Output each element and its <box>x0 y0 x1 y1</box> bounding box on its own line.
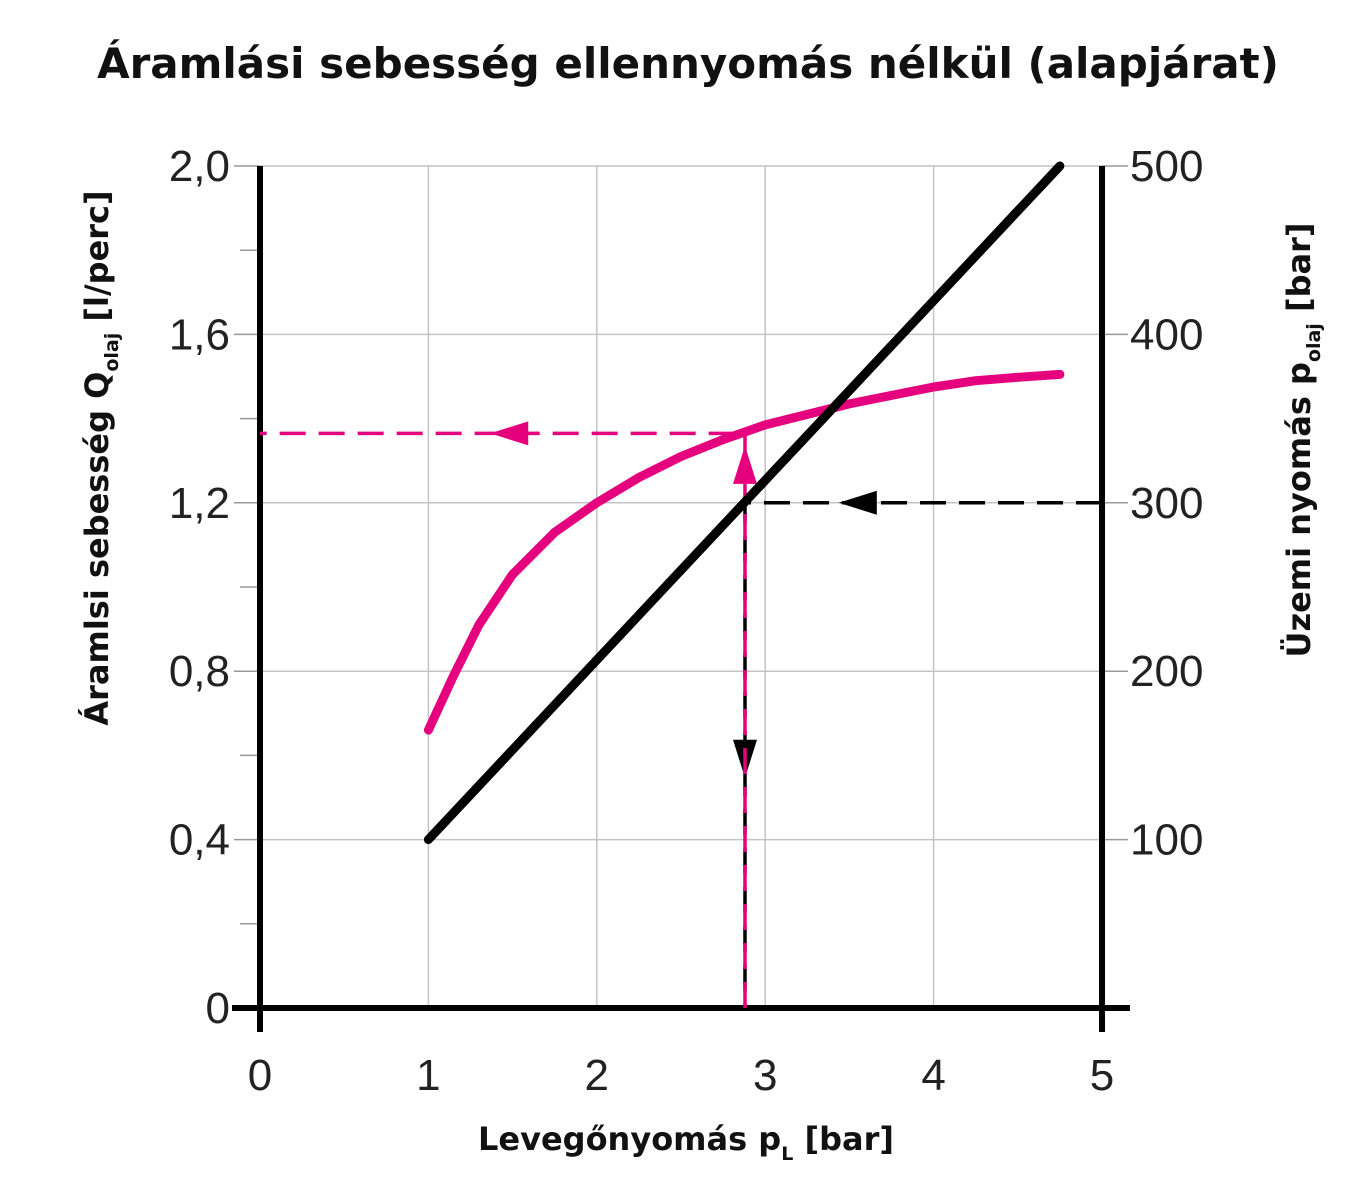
series-line <box>423 369 1065 735</box>
y-left-tick-label: 0,4 <box>169 816 230 865</box>
y-right-tick-label: 400 <box>1130 310 1203 359</box>
y-left-tick-label: 1,6 <box>169 310 230 359</box>
y-left-tick-label: 0 <box>206 984 230 1033</box>
y-right-tick-label: 300 <box>1130 479 1203 528</box>
x-tick-label: 0 <box>248 1051 272 1100</box>
y-right-tick-label: 500 <box>1130 142 1203 191</box>
axes <box>232 165 1130 1032</box>
x-tick-label: 2 <box>585 1051 609 1100</box>
grid <box>260 165 1102 1008</box>
guide-line <box>260 431 747 1008</box>
y-left-tick-label: 0,8 <box>169 647 230 696</box>
x-tick-label: 4 <box>921 1051 945 1100</box>
tick-labels: 0 1 2 3 4 5 0 0,4 0,8 1,2 1,6 2,0 100 200 300 400 500 <box>169 142 1204 1100</box>
x-axis-label: Levegőnyomás pL [bar] <box>478 1120 894 1165</box>
y-left-tick-label: 2,0 <box>169 142 230 191</box>
y-right-tick-label: 100 <box>1130 816 1203 865</box>
y-left-axis-label: Áramlsi sebesség Qolaj [l/perc] <box>78 190 123 725</box>
series-line <box>423 161 1065 845</box>
guide-arrow <box>490 421 529 446</box>
y-left-tick-label: 1,2 <box>169 479 230 528</box>
series <box>423 161 1065 845</box>
x-tick-label: 5 <box>1090 1051 1114 1100</box>
x-tick-label: 1 <box>416 1051 440 1100</box>
chart-title: Áramlási sebesség ellennyomás nélkül (al… <box>97 38 1279 88</box>
guide-lines <box>260 421 1102 1008</box>
x-tick-label: 3 <box>753 1051 777 1100</box>
guide-arrow <box>838 490 877 515</box>
y-right-axis-label: Üzemi nyomás polaj [bar] <box>1280 223 1325 658</box>
guide-arrow <box>732 445 757 484</box>
y-right-tick-label: 200 <box>1130 647 1203 696</box>
guide-line <box>743 501 1102 1008</box>
